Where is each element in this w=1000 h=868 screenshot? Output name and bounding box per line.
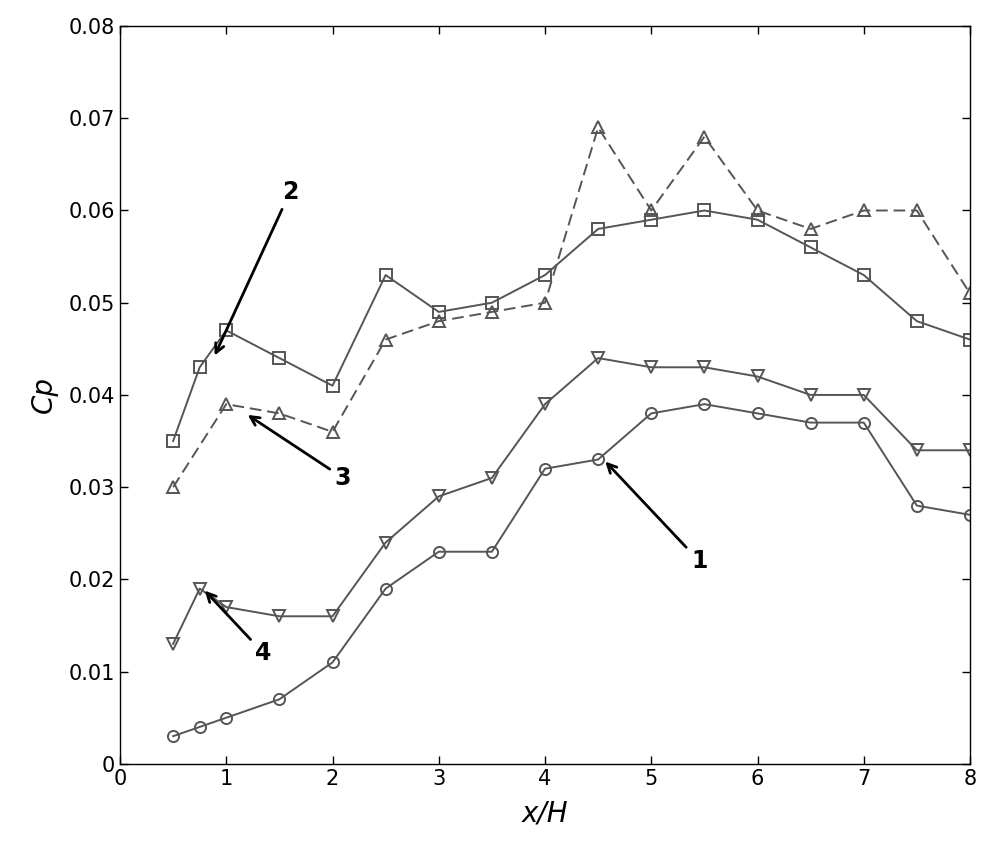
Text: 1: 1: [607, 464, 707, 573]
Text: 2: 2: [216, 180, 298, 352]
Text: 4: 4: [207, 593, 272, 665]
Y-axis label: Cp: Cp: [30, 377, 58, 413]
X-axis label: x/H: x/H: [522, 799, 568, 828]
Text: 3: 3: [250, 417, 351, 490]
